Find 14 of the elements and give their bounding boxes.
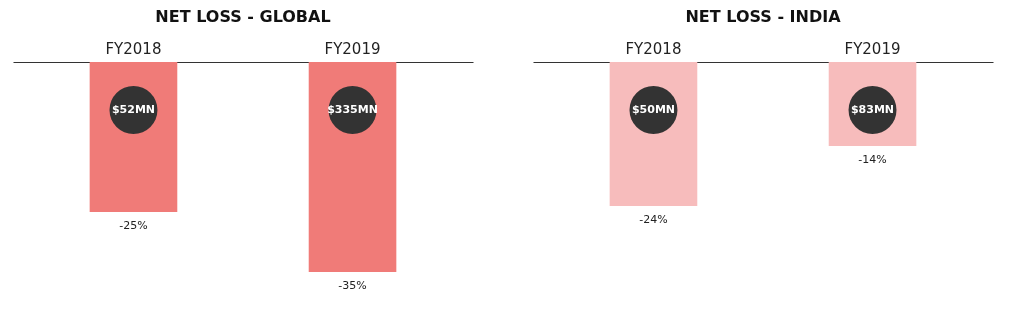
- data-label: -14%: [858, 153, 887, 166]
- data-label: -35%: [338, 279, 367, 292]
- data-label: -25%: [119, 219, 148, 232]
- x-tick-label: FY2019: [324, 39, 381, 58]
- x-tick-label: FY2019: [844, 39, 901, 58]
- annotation: $83MN: [850, 103, 895, 116]
- chart-title: NET LOSS - GLOBAL: [155, 7, 331, 26]
- annotation: $50MN: [631, 103, 676, 116]
- annotation: $52MN: [111, 103, 156, 116]
- chart-title: NET LOSS - INDIA: [685, 7, 842, 26]
- data-label: -24%: [639, 213, 668, 226]
- x-tick-label: FY2018: [105, 39, 162, 58]
- x-tick-label: FY2018: [625, 39, 682, 58]
- annotation: $335MN: [327, 103, 378, 116]
